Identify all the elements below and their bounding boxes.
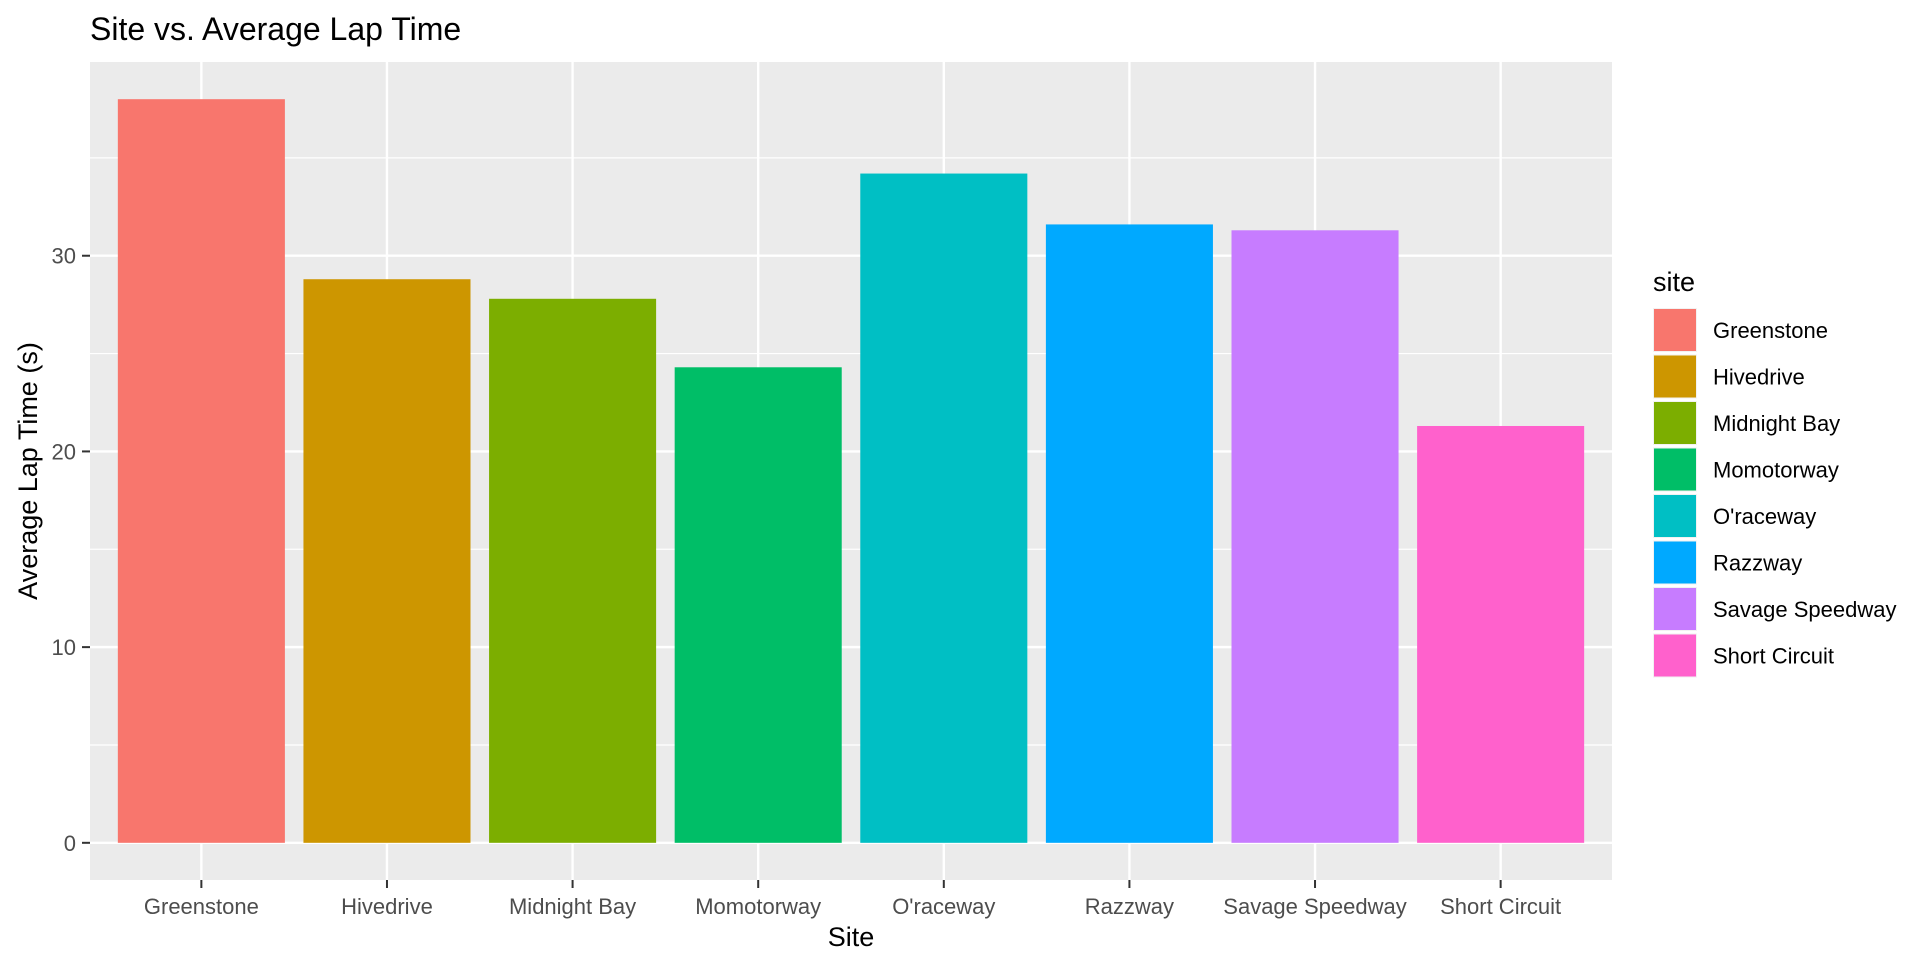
legend-items: Greenstone Hivedrive Midnight Bay Momotorwa… xyxy=(1653,308,1896,678)
bar xyxy=(860,173,1028,843)
legend-label: O'raceway xyxy=(1713,504,1816,529)
legend-item: Hivedrive xyxy=(1653,354,1805,399)
x-axis: Greenstone Hivedrive Midnight Bay Momotorwa… xyxy=(144,880,1561,919)
bar xyxy=(303,279,471,843)
legend-label: Momotorway xyxy=(1713,458,1839,483)
x-tick-label: O'raceway xyxy=(892,894,995,919)
x-tick-label: Greenstone xyxy=(144,894,259,919)
legend: site Greenstone Hivedrive Midnight Bay Momo… xyxy=(1653,267,1896,678)
legend-item: Razzway xyxy=(1653,540,1802,585)
y-tick-label: 30 xyxy=(52,244,76,269)
x-tick-label: Savage Speedway xyxy=(1223,894,1406,919)
legend-item: Short Circuit xyxy=(1653,633,1834,678)
legend-item: O'raceway xyxy=(1653,494,1816,538)
bar xyxy=(674,367,842,843)
bar xyxy=(1045,224,1213,843)
legend-swatch xyxy=(1654,495,1696,537)
legend-swatch xyxy=(1654,448,1696,491)
bar xyxy=(117,99,285,843)
legend-swatch xyxy=(1654,634,1696,677)
x-tick-label: Momotorway xyxy=(695,894,821,919)
legend-label: Razzway xyxy=(1713,551,1802,576)
chart-title: Site vs. Average Lap Time xyxy=(90,11,461,47)
bars xyxy=(117,99,1585,843)
x-tick-label: Hivedrive xyxy=(341,894,433,919)
y-axis-title: Average Lap Time (s) xyxy=(13,342,43,600)
legend-swatch xyxy=(1654,541,1696,584)
legend-item: Midnight Bay xyxy=(1653,401,1840,445)
legend-label: Midnight Bay xyxy=(1713,411,1840,436)
x-tick-label: Midnight Bay xyxy=(509,894,636,919)
legend-swatch xyxy=(1654,309,1696,351)
legend-swatch xyxy=(1654,355,1696,398)
y-tick-label: 10 xyxy=(52,635,76,660)
legend-item: Greenstone xyxy=(1653,308,1828,352)
legend-item: Momotorway xyxy=(1653,447,1839,492)
legend-title: site xyxy=(1653,267,1695,297)
x-axis-title: Site xyxy=(828,922,875,952)
legend-item: Savage Speedway xyxy=(1653,587,1896,631)
legend-swatch xyxy=(1654,402,1696,444)
bar xyxy=(1417,425,1585,843)
y-axis: 0 10 20 30 xyxy=(52,244,90,856)
x-tick-label: Short Circuit xyxy=(1440,894,1561,919)
bar xyxy=(1231,230,1399,843)
y-tick-label: 0 xyxy=(64,831,76,856)
y-tick-label: 20 xyxy=(52,439,76,464)
legend-label: Savage Speedway xyxy=(1713,597,1896,622)
legend-label: Hivedrive xyxy=(1713,365,1805,390)
legend-label: Short Circuit xyxy=(1713,644,1834,669)
legend-swatch xyxy=(1654,588,1696,630)
bar xyxy=(489,298,657,843)
x-tick-label: Razzway xyxy=(1085,894,1174,919)
legend-label: Greenstone xyxy=(1713,318,1828,343)
